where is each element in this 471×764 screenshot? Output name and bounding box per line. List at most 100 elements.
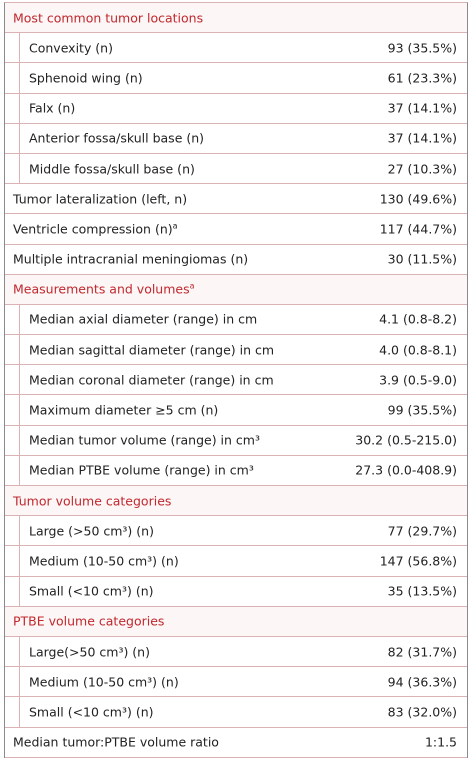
row-value: 117 (44.7%) bbox=[379, 221, 457, 237]
row-label: Median sagittal diameter (range) in cm bbox=[29, 342, 274, 357]
table-row: Anterior fossa/skull base (n) 37 (14.1%) bbox=[5, 123, 467, 154]
footnote-mark: a bbox=[189, 281, 195, 291]
table-row: Median coronal diameter (range) in cm 3.9… bbox=[5, 365, 467, 396]
row-label: Falx (n) bbox=[29, 101, 75, 116]
row-value: 130 (49.6%) bbox=[379, 191, 457, 207]
row-label: Tumor volume categories bbox=[13, 493, 171, 508]
label-text: Medium (10-50 cm³) (n) bbox=[29, 553, 179, 569]
row-label: Maximum diameter ≥5 cm (n) bbox=[29, 403, 218, 418]
row-label: Middle fossa/skull base (n) bbox=[29, 161, 195, 176]
row-value: 77 (29.7%) bbox=[387, 523, 457, 539]
row-label: Medium (10-50 cm³) (n) bbox=[29, 674, 179, 689]
label-text: Convexity (n) bbox=[29, 40, 113, 56]
row-value: 93 (35.5%) bbox=[387, 40, 457, 56]
table-row: Middle fossa/skull base (n) 27 (10.3%) bbox=[5, 153, 467, 185]
cell-border bbox=[19, 576, 467, 607]
label-text: Multiple intracranial meningiomas (n) bbox=[13, 251, 249, 267]
label-text: Median axial diameter (range) in cm bbox=[29, 311, 258, 327]
table-row: Tumor volume categories bbox=[5, 486, 467, 517]
label-text: Median tumor volume (range) in cm³ bbox=[29, 432, 260, 448]
cell-border bbox=[19, 455, 467, 486]
row-value: 30.2 (0.5-215.0) bbox=[355, 432, 457, 448]
cell-border bbox=[19, 63, 467, 94]
row-label: Small (<10 cm³) (n) bbox=[29, 704, 154, 719]
row-value: 35 (13.5%) bbox=[387, 583, 457, 599]
cell-border bbox=[19, 304, 467, 336]
footnote-mark: a bbox=[172, 221, 178, 231]
row-label: Measurements and volumesa bbox=[13, 282, 195, 297]
table-row: Median tumor:PTBE volume ratio 1:1.5 bbox=[5, 728, 467, 758]
table-row: Maximum diameter ≥5 cm (n) 99 (35.5%) bbox=[5, 395, 467, 426]
label-text: Falx (n) bbox=[29, 100, 76, 116]
row-label: Most common tumor locations bbox=[13, 10, 203, 25]
row-label: Median tumor:PTBE volume ratio bbox=[13, 735, 219, 750]
label-text: Large(>50 cm³) (n) bbox=[29, 644, 150, 660]
cell-border bbox=[19, 395, 467, 426]
row-label: Median PTBE volume (range) in cm³ bbox=[29, 463, 254, 478]
row-value: 83 (32.0%) bbox=[387, 704, 457, 720]
row-value: 99 (35.5%) bbox=[387, 402, 457, 418]
cell-border bbox=[19, 153, 467, 185]
cell-border bbox=[19, 33, 467, 64]
label-text: Middle fossa/skull base (n) bbox=[29, 161, 195, 177]
row-value: 27 (10.3%) bbox=[387, 161, 457, 177]
table-row: Convexity (n) 93 (35.5%) bbox=[5, 33, 467, 64]
row-value: 147 (56.8%) bbox=[379, 553, 457, 569]
row-value: 61 (23.3%) bbox=[387, 70, 457, 86]
row-label: Medium (10-50 cm³) (n) bbox=[29, 553, 179, 568]
row-label: Tumor lateralization (left, n) bbox=[13, 191, 187, 206]
row-label: Sphenoid wing (n) bbox=[29, 70, 143, 85]
label-text: Tumor lateralization (left, n) bbox=[13, 191, 188, 207]
label-text: Measurements and volumes bbox=[13, 281, 190, 297]
row-label: Large (>50 cm³) (n) bbox=[29, 523, 154, 538]
label-text: Ventricle compression (n) bbox=[13, 221, 173, 237]
label-text: PTBE volume categories bbox=[13, 613, 165, 629]
label-text: Most common tumor locations bbox=[13, 10, 204, 26]
table-row: Measurements and volumesa bbox=[5, 274, 467, 305]
table-row: Tumor lateralization (left, n) 130 (49.6%… bbox=[5, 184, 467, 215]
label-text: Median coronal diameter (range) in cm bbox=[29, 372, 274, 388]
row-label: Large(>50 cm³) (n) bbox=[29, 644, 150, 659]
row-label: Median coronal diameter (range) in cm bbox=[29, 372, 274, 387]
row-value: 82 (31.7%) bbox=[387, 644, 457, 660]
cell-border bbox=[19, 636, 467, 668]
label-text: Median tumor:PTBE volume ratio bbox=[13, 734, 219, 750]
cell-border bbox=[19, 546, 467, 577]
row-label: Small (<10 cm³) (n) bbox=[29, 584, 154, 599]
table-row: Median axial diameter (range) in cm 4.1 (… bbox=[5, 304, 467, 336]
label-text: Medium (10-50 cm³) (n) bbox=[29, 674, 179, 690]
label-text: Maximum diameter ≥5 cm (n) bbox=[29, 402, 219, 418]
row-value: 4.0 (0.8-8.1) bbox=[379, 342, 457, 358]
cell-border bbox=[19, 425, 467, 456]
row-label: Multiple intracranial meningiomas (n) bbox=[13, 252, 248, 267]
table-row: Falx (n) 37 (14.1%) bbox=[5, 93, 467, 124]
row-value: 94 (36.3%) bbox=[387, 674, 457, 690]
table-row: Multiple intracranial meningiomas (n) 30 … bbox=[5, 245, 467, 275]
row-label: Anterior fossa/skull base (n) bbox=[29, 131, 204, 146]
row-label: Median tumor volume (range) in cm³ bbox=[29, 433, 260, 448]
table-row: Ventricle compression (n)a 117 (44.7%) bbox=[5, 214, 467, 245]
row-value: 37 (14.1%) bbox=[387, 130, 457, 146]
table-row: Small (<10 cm³) (n) 35 (13.5%) bbox=[5, 576, 467, 607]
table-row: Small (<10 cm³) (n) 83 (32.0%) bbox=[5, 697, 467, 728]
row-label: Convexity (n) bbox=[29, 40, 113, 55]
table-row: Medium (10-50 cm³) (n) 147 (56.8%) bbox=[5, 546, 467, 577]
table-row: Medium (10-50 cm³) (n) 94 (36.3%) bbox=[5, 667, 467, 698]
table-row: Sphenoid wing (n) 61 (23.3%) bbox=[5, 63, 467, 94]
row-value: 1:1.5 bbox=[424, 734, 457, 750]
cell-border bbox=[19, 516, 467, 547]
table-row: Large(>50 cm³) (n) 82 (31.7%) bbox=[5, 636, 467, 668]
table: Most common tumor locations Convexity (n)… bbox=[4, 2, 468, 758]
label-text: Median PTBE volume (range) in cm³ bbox=[29, 462, 254, 478]
table-row: Median sagittal diameter (range) in cm 4.… bbox=[5, 335, 467, 366]
label-text: Tumor volume categories bbox=[13, 493, 172, 509]
table-row: Median tumor volume (range) in cm³ 30.2 (… bbox=[5, 425, 467, 456]
label-text: Small (<10 cm³) (n) bbox=[29, 583, 154, 599]
table-row: Median PTBE volume (range) in cm³ 27.3 (0… bbox=[5, 455, 467, 486]
cell-border bbox=[19, 93, 467, 124]
cell-border bbox=[19, 667, 467, 698]
row-value: 37 (14.1%) bbox=[387, 100, 457, 116]
row-value: 4.1 (0.8-8.2) bbox=[379, 311, 457, 327]
row-value: 3.9 (0.5-9.0) bbox=[379, 372, 457, 388]
label-text: Small (<10 cm³) (n) bbox=[29, 704, 154, 720]
